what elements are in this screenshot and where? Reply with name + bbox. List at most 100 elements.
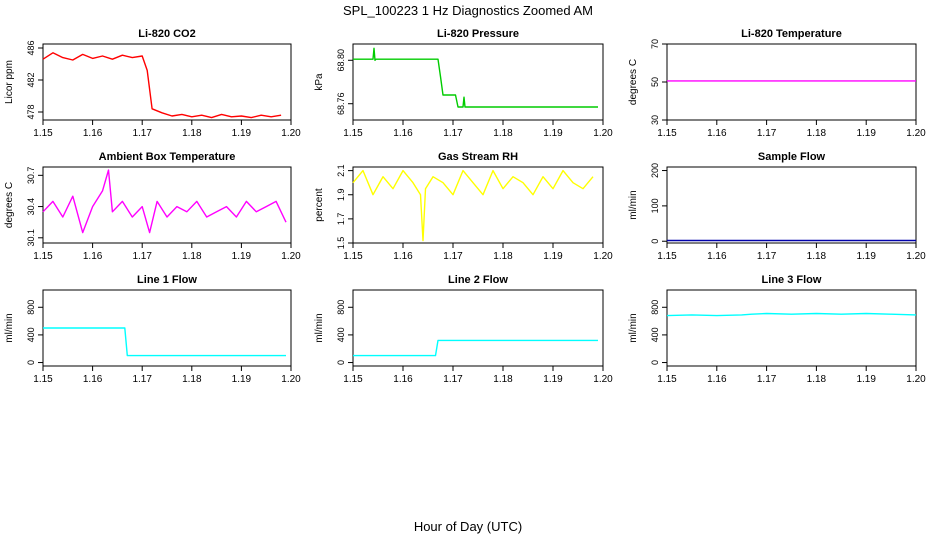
panel-line-3-flow: Line 3 Flow 1.15 1.16 1.17 1.18 1.19 1.20 0 400 8… [628, 274, 926, 385]
y-tick-label: 30.4 [26, 198, 36, 216]
x-tick-label: 1.15 [657, 251, 677, 262]
y-tick-label: 800 [650, 300, 660, 315]
x-tick-label: 1.20 [281, 374, 301, 385]
y-axis-label: degrees C [628, 59, 639, 105]
x-tick-label: 1.16 [393, 374, 413, 385]
x-tick-label: 1.18 [182, 251, 202, 262]
x-tick-label: 1.20 [281, 251, 301, 262]
chart-title: Line 3 Flow [762, 274, 822, 286]
x-tick-label: 1.17 [757, 128, 777, 139]
chart-title: Sample Flow [758, 151, 826, 163]
x-tick-label: 1.19 [543, 128, 563, 139]
x-tick-label: 1.18 [182, 374, 202, 385]
y-tick-label: 200 [650, 163, 660, 178]
x-tick-label: 1.17 [132, 251, 152, 262]
x-tick-label: 1.20 [593, 374, 613, 385]
series-line-rh [352, 169, 594, 242]
y-tick-label: 0 [650, 360, 660, 365]
series-line-line-1-flow [43, 327, 286, 357]
chart-title: Line 1 Flow [137, 274, 197, 286]
y-tick-label: 68.80 [336, 49, 346, 72]
chart-title: Li-820 CO2 [138, 28, 195, 40]
x-tick-label: 1.15 [33, 128, 53, 139]
y-tick-label: 2.1 [336, 164, 346, 177]
y-tick-label: 100 [650, 198, 660, 213]
x-tick-label: 1.18 [807, 128, 827, 139]
x-tick-label: 1.16 [83, 128, 103, 139]
y-tick-label: 30 [650, 115, 660, 125]
figure-xlabel: Hour of Day (UTC) [414, 519, 522, 534]
x-tick-label: 1.19 [232, 374, 252, 385]
x-tick-label: 1.19 [856, 251, 876, 262]
x-tick-label: 1.16 [83, 251, 103, 262]
x-tick-label: 1.17 [443, 251, 463, 262]
panel-li-820-pressure: Li-820 Pressure 1.15 1.16 1.17 1.18 1.19 1.20 6… [314, 28, 613, 139]
x-tick-label: 1.15 [343, 374, 363, 385]
x-tick-label: 1.15 [343, 251, 363, 262]
chart-title: Li-820 Temperature [741, 28, 842, 40]
x-tick-label: 1.17 [757, 374, 777, 385]
plot-box [42, 43, 292, 121]
y-tick-label: 800 [26, 300, 36, 315]
y-tick-label: 50 [650, 77, 660, 87]
y-axis-label: ml/min [314, 313, 325, 342]
x-tick-label: 1.20 [906, 251, 926, 262]
x-tick-label: 1.20 [906, 128, 926, 139]
y-axis-label: Licor ppm [4, 60, 15, 104]
x-tick-label: 1.16 [393, 251, 413, 262]
x-tick-label: 1.16 [707, 128, 727, 139]
y-axis-label: ml/min [628, 313, 639, 342]
plot-box [666, 289, 917, 367]
y-tick-label: 482 [26, 72, 36, 87]
series-line-line-3-flow [666, 312, 917, 317]
y-tick-label: 70 [650, 39, 660, 49]
y-tick-label: 800 [336, 300, 346, 315]
y-axis-label: kPa [314, 73, 325, 91]
x-tick-label: 1.19 [543, 251, 563, 262]
y-tick-label: 1.5 [336, 237, 346, 250]
x-tick-label: 1.16 [707, 251, 727, 262]
x-tick-label: 1.15 [657, 128, 677, 139]
x-tick-label: 1.18 [182, 128, 202, 139]
x-tick-label: 1.19 [232, 251, 252, 262]
x-tick-label: 1.17 [132, 128, 152, 139]
panel-li-820-co2: Li-820 CO2 1.15 1.16 1.17 1.18 1.19 1.20 478 482… [4, 28, 301, 139]
y-axis-label: degrees C [4, 182, 15, 228]
panel-line-1-flow: Line 1 Flow 1.15 1.16 1.17 1.18 1.19 1.20 0 400 8… [4, 274, 301, 385]
x-tick-label: 1.18 [807, 374, 827, 385]
plot-box [42, 166, 292, 244]
x-tick-label: 1.16 [393, 128, 413, 139]
panel-sample-flow: Sample Flow 1.15 1.16 1.17 1.18 1.19 1.20 0 100 2… [628, 151, 926, 262]
x-tick-label: 1.17 [132, 374, 152, 385]
y-tick-label: 400 [336, 327, 346, 342]
x-tick-label: 1.18 [493, 251, 513, 262]
x-tick-label: 1.16 [83, 374, 103, 385]
panel-ambient-box-temperature: Ambient Box Temperature 1.15 1.16 1.17 1.18 1… [4, 151, 301, 262]
series-line-line-2-flow [353, 339, 598, 357]
panels-grid: Li-820 CO2 1.15 1.16 1.17 1.18 1.19 1.20 478 482… [4, 28, 926, 385]
y-tick-label: 486 [26, 40, 36, 55]
y-tick-label: 478 [26, 104, 36, 119]
x-tick-label: 1.17 [443, 374, 463, 385]
plot-box [666, 166, 917, 244]
y-tick-label: 0 [26, 360, 36, 365]
x-tick-label: 1.15 [343, 128, 363, 139]
y-tick-label: 0 [650, 239, 660, 244]
y-axis-label: percent [314, 188, 325, 222]
x-tick-label: 1.18 [493, 128, 513, 139]
y-tick-label: 400 [26, 327, 36, 342]
y-tick-label: 0 [336, 360, 346, 365]
x-tick-label: 1.19 [856, 374, 876, 385]
x-tick-label: 1.20 [281, 128, 301, 139]
x-tick-label: 1.20 [593, 251, 613, 262]
y-tick-label: 400 [650, 327, 660, 342]
x-tick-label: 1.15 [33, 251, 53, 262]
series-line-pressure [353, 47, 598, 108]
chart-title: Gas Stream RH [438, 151, 518, 163]
chart-title: Li-820 Pressure [437, 28, 519, 40]
x-tick-label: 1.16 [707, 374, 727, 385]
plot-box [352, 166, 604, 244]
x-tick-label: 1.17 [443, 128, 463, 139]
x-tick-label: 1.18 [807, 251, 827, 262]
